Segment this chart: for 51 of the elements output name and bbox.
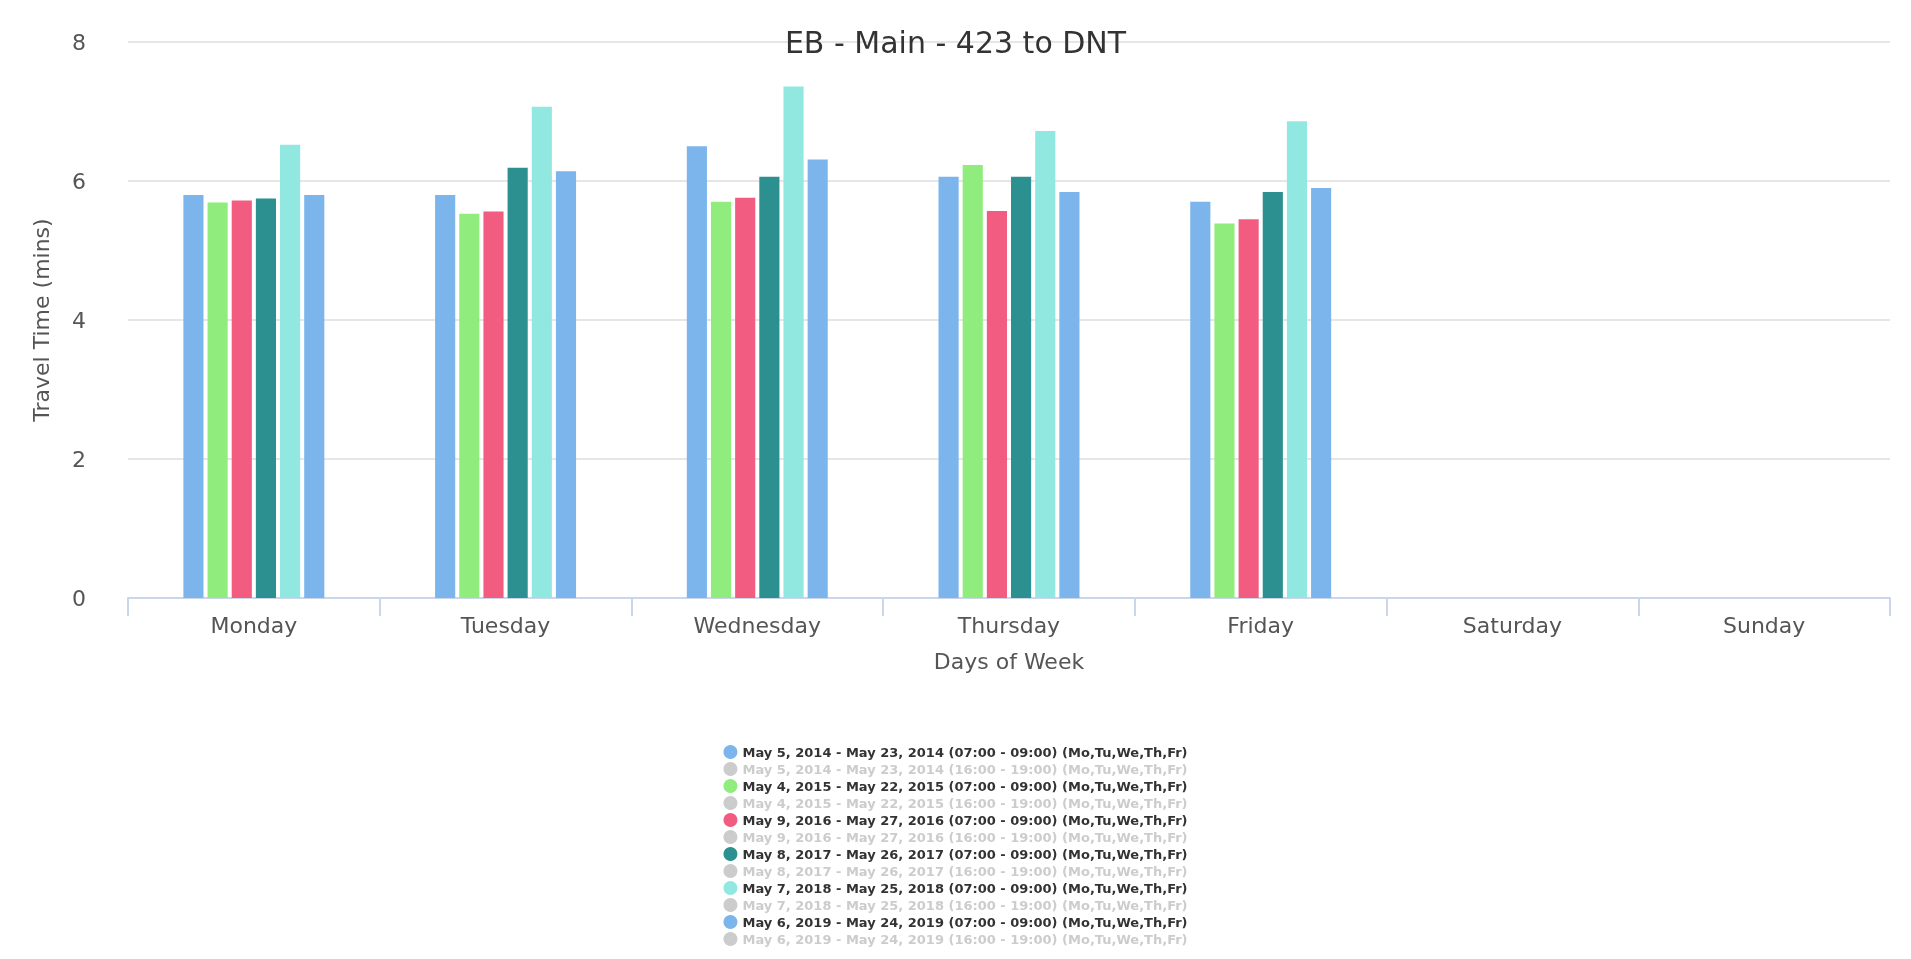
bar — [183, 194, 204, 598]
bar — [807, 159, 828, 598]
x-tick-label: Thursday — [956, 612, 1061, 638]
bar — [1286, 121, 1308, 598]
legend-label: May 7, 2018 - May 25, 2018 (07:00 - 09:00) (Mo,Tu,We,Th,Fr) — [742, 880, 1188, 896]
bar — [459, 213, 480, 598]
bar — [304, 194, 325, 598]
bar — [986, 210, 1007, 598]
bar — [555, 171, 577, 598]
bar — [507, 167, 528, 598]
y-tick-label: 6 — [72, 168, 86, 194]
legend-label: May 8, 2017 - May 26, 2017 (07:00 - 09:00) (Mo,Tu,We,Th,Fr) — [742, 846, 1188, 862]
y-tick-label: 0 — [72, 585, 86, 611]
legend-label: May 4, 2015 - May 22, 2015 (07:00 - 09:00) (Mo,Tu,We,Th,Fr) — [742, 778, 1188, 794]
legend-label: May 6, 2019 - May 24, 2019 (07:00 - 09:00) (Mo,Tu,We,Th,Fr) — [742, 914, 1188, 930]
bar — [938, 176, 959, 598]
legend-label: May 5, 2014 - May 23, 2014 (07:00 - 09:00) (Mo,Tu,We,Th,Fr) — [742, 744, 1188, 760]
bar — [1011, 176, 1032, 598]
x-tick-label: Tuesday — [459, 612, 551, 638]
bar — [962, 165, 983, 598]
bar — [783, 86, 804, 598]
bar — [1238, 219, 1259, 598]
bar — [1059, 192, 1080, 598]
bar — [255, 198, 277, 598]
bar — [735, 197, 756, 598]
bar — [531, 106, 552, 598]
bar — [1190, 201, 1211, 598]
legend-label: May 9, 2016 - May 27, 2016 (07:00 - 09:00) (Mo,Tu,We,Th,Fr) — [742, 812, 1188, 828]
y-tick-label: 4 — [72, 307, 86, 333]
x-tick-label: Monday — [210, 612, 298, 638]
bar — [435, 194, 456, 598]
chart-title: EB - Main - 423 to DNT — [784, 24, 1127, 60]
bar — [1311, 187, 1332, 598]
x-tick-label: Wednesday — [693, 612, 821, 638]
x-axis-title: Days of Week — [933, 648, 1085, 674]
bar — [231, 200, 252, 598]
y-tick-label: 2 — [72, 446, 86, 472]
bar — [1262, 192, 1283, 598]
x-tick-label: Friday — [1227, 612, 1295, 638]
x-tick-label: Sunday — [1722, 612, 1806, 638]
y-tick-label: 8 — [72, 29, 86, 55]
y-axis-title: Travel Time (mins) — [28, 218, 54, 423]
bar — [710, 201, 732, 598]
bar — [759, 176, 780, 598]
bar — [483, 211, 504, 598]
x-tick-label: Saturday — [1462, 612, 1562, 638]
bar — [280, 144, 301, 598]
bar — [207, 202, 228, 598]
bar — [1214, 223, 1235, 598]
bar — [1035, 130, 1056, 598]
bar — [686, 146, 707, 598]
